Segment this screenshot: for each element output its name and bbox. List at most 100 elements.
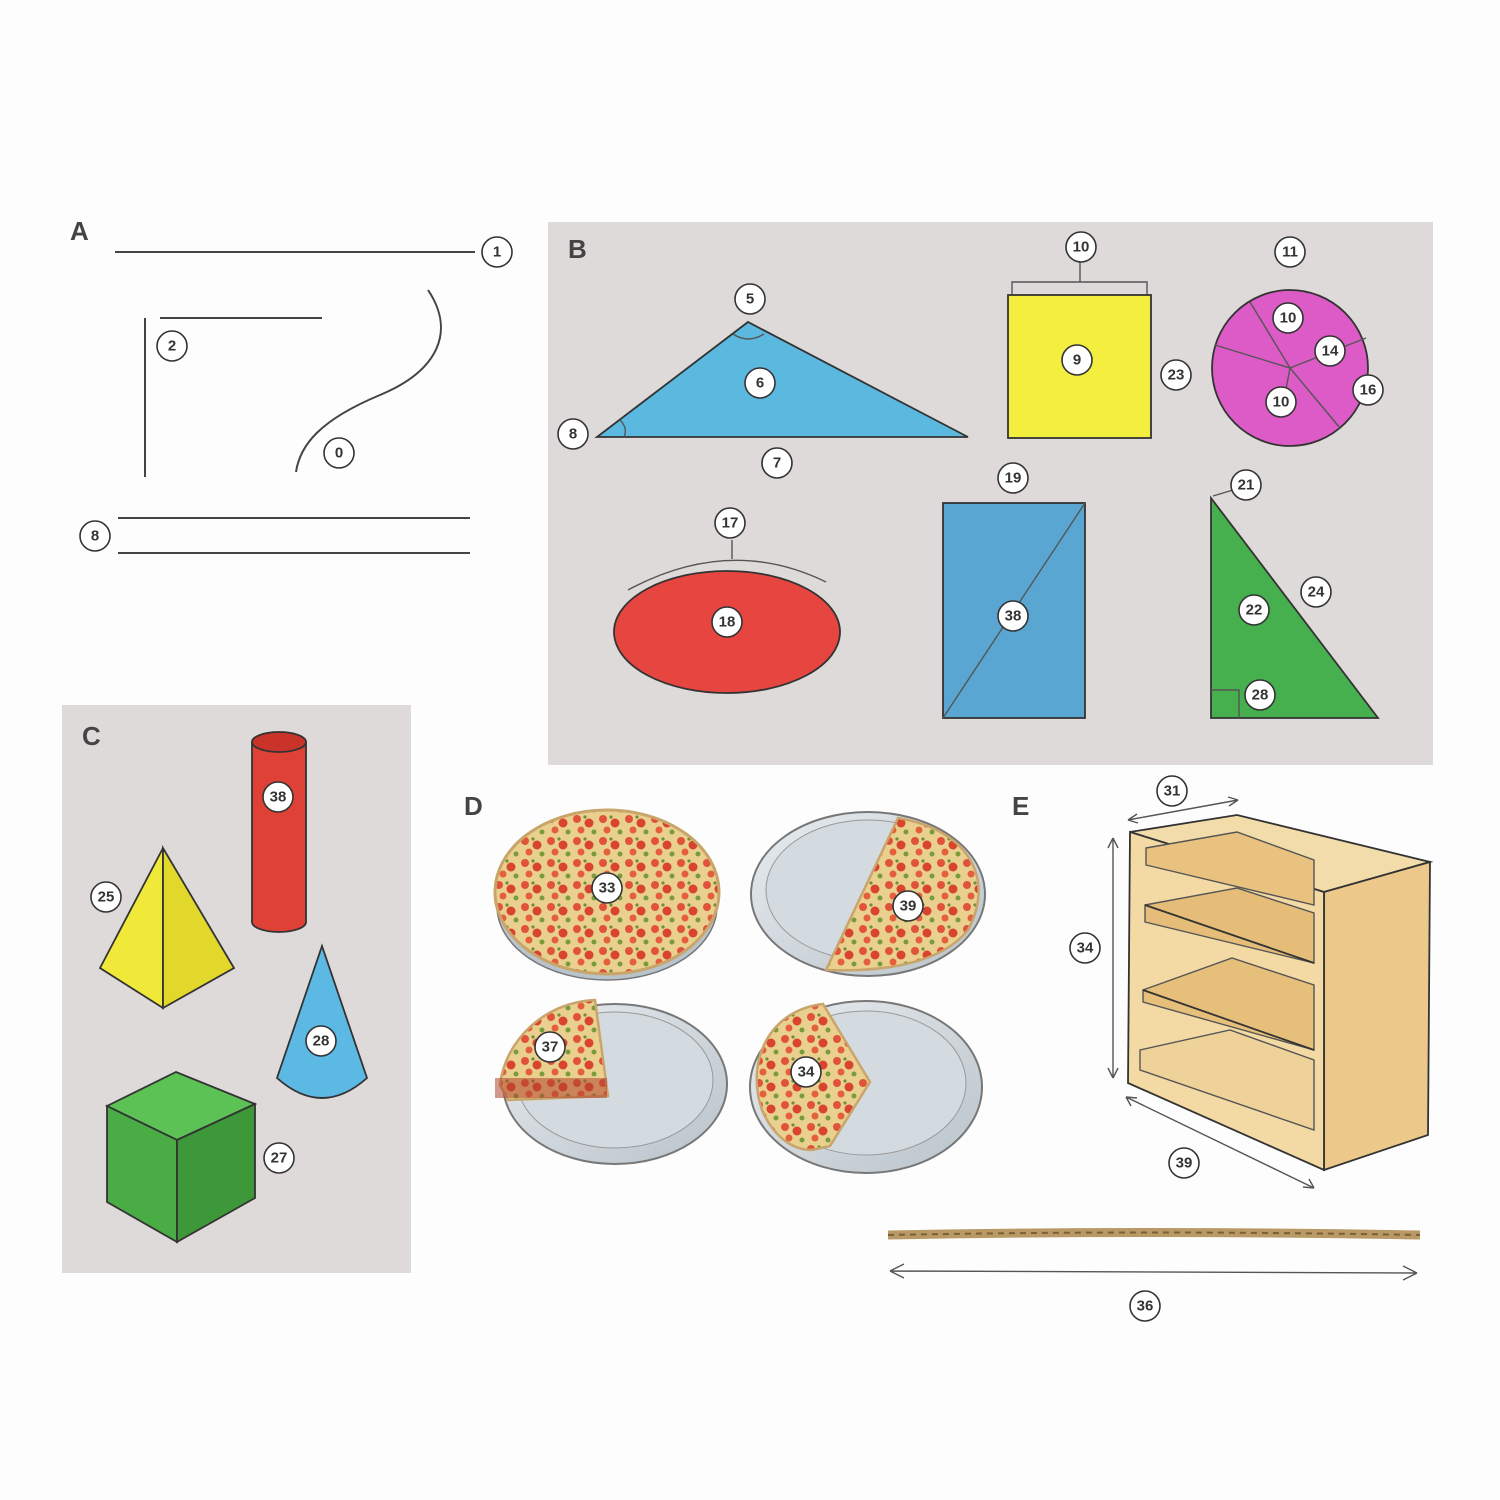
callout-width: 39 <box>1168 1147 1200 1179</box>
three-quarter-pizza <box>749 1000 983 1174</box>
svg-text:8: 8 <box>91 528 99 545</box>
svg-text:7: 7 <box>773 455 781 472</box>
svg-text:24: 24 <box>1308 584 1325 601</box>
section-e-letter: E <box>1012 791 1029 821</box>
ellipse-arc <box>627 540 827 591</box>
svg-text:19: 19 <box>1005 470 1022 487</box>
callout-circle-b: 14 <box>1314 335 1346 367</box>
callout-triangle-center: 6 <box>744 367 776 399</box>
obtuse-triangle <box>594 320 969 438</box>
callout-quarter-pizza: 37 <box>534 1031 566 1063</box>
svg-text:39: 39 <box>1176 1155 1193 1172</box>
callout-pyramid: 25 <box>90 881 122 913</box>
callout-cube: 27 <box>263 1142 295 1174</box>
svg-text:27: 27 <box>271 1150 288 1167</box>
svg-text:18: 18 <box>719 614 736 631</box>
callout-right-triangle-center: 22 <box>1238 594 1270 626</box>
callout-three-quarter-pizza: 34 <box>790 1056 822 1088</box>
callout-rectangle-center: 38 <box>997 600 1029 632</box>
rope <box>887 1228 1421 1240</box>
right-triangle <box>1210 495 1380 719</box>
section-c: C 38 25 28 <box>62 705 411 1273</box>
square-side-bracket <box>1011 262 1148 294</box>
svg-text:10: 10 <box>1273 394 1290 411</box>
height-arrow <box>1107 837 1119 1079</box>
svg-text:16: 16 <box>1360 382 1377 399</box>
svg-text:6: 6 <box>756 375 764 392</box>
right-angle-marker <box>1211 689 1240 718</box>
svg-text:0: 0 <box>335 445 343 462</box>
section-b: B 5 6 8 7 10 9 <box>548 222 1433 765</box>
bookshelf <box>1127 814 1434 1172</box>
section-e: E 31 34 39 <box>887 775 1434 1322</box>
width-arrow <box>1125 1096 1315 1189</box>
svg-text:37: 37 <box>542 1039 559 1056</box>
svg-text:1: 1 <box>493 244 501 261</box>
callout-half-pizza: 39 <box>892 890 924 922</box>
svg-text:9: 9 <box>1073 352 1081 369</box>
callout-line: 1 <box>481 236 513 268</box>
callout-rope: 36 <box>1129 1290 1161 1322</box>
svg-text:38: 38 <box>1005 608 1022 625</box>
depth-arrow <box>1127 796 1239 824</box>
callout-circle-d: 16 <box>1352 374 1384 406</box>
half-pizza <box>750 811 986 977</box>
section-b-letter: B <box>568 234 587 264</box>
svg-text:10: 10 <box>1280 310 1297 327</box>
svg-text:11: 11 <box>1282 244 1298 261</box>
callout-circle-top: 11 <box>1274 236 1306 268</box>
callout-parallel: 8 <box>79 520 111 552</box>
svg-text:38: 38 <box>270 789 287 806</box>
cone <box>275 943 369 1099</box>
svg-text:36: 36 <box>1137 1298 1154 1315</box>
quarter-pizza <box>495 998 728 1165</box>
svg-text:8: 8 <box>569 426 577 443</box>
callout-angle: 2 <box>156 330 188 362</box>
svg-text:39: 39 <box>900 898 917 915</box>
triangle-left-angle-arc <box>619 419 627 438</box>
callout-ellipse-top: 17 <box>714 507 746 539</box>
callout-triangle-bottom: 7 <box>761 447 793 479</box>
section-c-letter: C <box>82 721 101 751</box>
curved-line <box>295 289 442 473</box>
section-d-letter: D <box>464 791 483 821</box>
svg-text:14: 14 <box>1322 343 1339 360</box>
square-pyramid <box>98 844 236 1010</box>
callout-triangle-top: 5 <box>734 283 766 315</box>
svg-text:2: 2 <box>168 338 176 355</box>
svg-text:23: 23 <box>1168 367 1185 384</box>
callout-height: 34 <box>1069 932 1101 964</box>
section-a: A 1 2 0 8 <box>70 216 513 554</box>
svg-text:25: 25 <box>98 889 115 906</box>
callout-square-center: 9 <box>1061 344 1093 376</box>
callout-depth: 31 <box>1156 775 1188 807</box>
callout-ellipse-center: 18 <box>711 606 743 638</box>
svg-text:33: 33 <box>599 880 616 897</box>
square <box>1007 294 1152 439</box>
cylinder <box>251 731 307 933</box>
callout-triangle-left: 8 <box>557 418 589 450</box>
rope-length-arrow <box>889 1263 1418 1281</box>
callout-curve: 0 <box>323 437 355 469</box>
svg-text:28: 28 <box>1252 687 1269 704</box>
callout-cone: 28 <box>305 1025 337 1057</box>
svg-text:17: 17 <box>722 515 739 532</box>
callout-square-top: 10 <box>1065 231 1097 263</box>
right-triangle-pointer <box>1212 489 1234 497</box>
section-d: D 33 39 37 <box>464 791 986 1174</box>
triangle-top-angle-arc <box>732 333 765 340</box>
cube <box>104 1071 258 1244</box>
svg-text:34: 34 <box>798 1064 815 1081</box>
callout-whole-pizza: 33 <box>591 872 623 904</box>
svg-text:10: 10 <box>1073 239 1090 256</box>
callout-right-triangle-top: 21 <box>1230 469 1262 501</box>
callout-right-triangle-corner: 28 <box>1244 679 1276 711</box>
callout-circle-a: 10 <box>1272 302 1304 334</box>
svg-text:5: 5 <box>746 291 754 308</box>
callout-circle-c: 10 <box>1265 386 1297 418</box>
callout-rectangle-top: 19 <box>997 462 1029 494</box>
callout-right-triangle-hypotenuse: 24 <box>1300 576 1332 608</box>
svg-text:34: 34 <box>1077 940 1094 957</box>
section-a-letter: A <box>70 216 89 246</box>
